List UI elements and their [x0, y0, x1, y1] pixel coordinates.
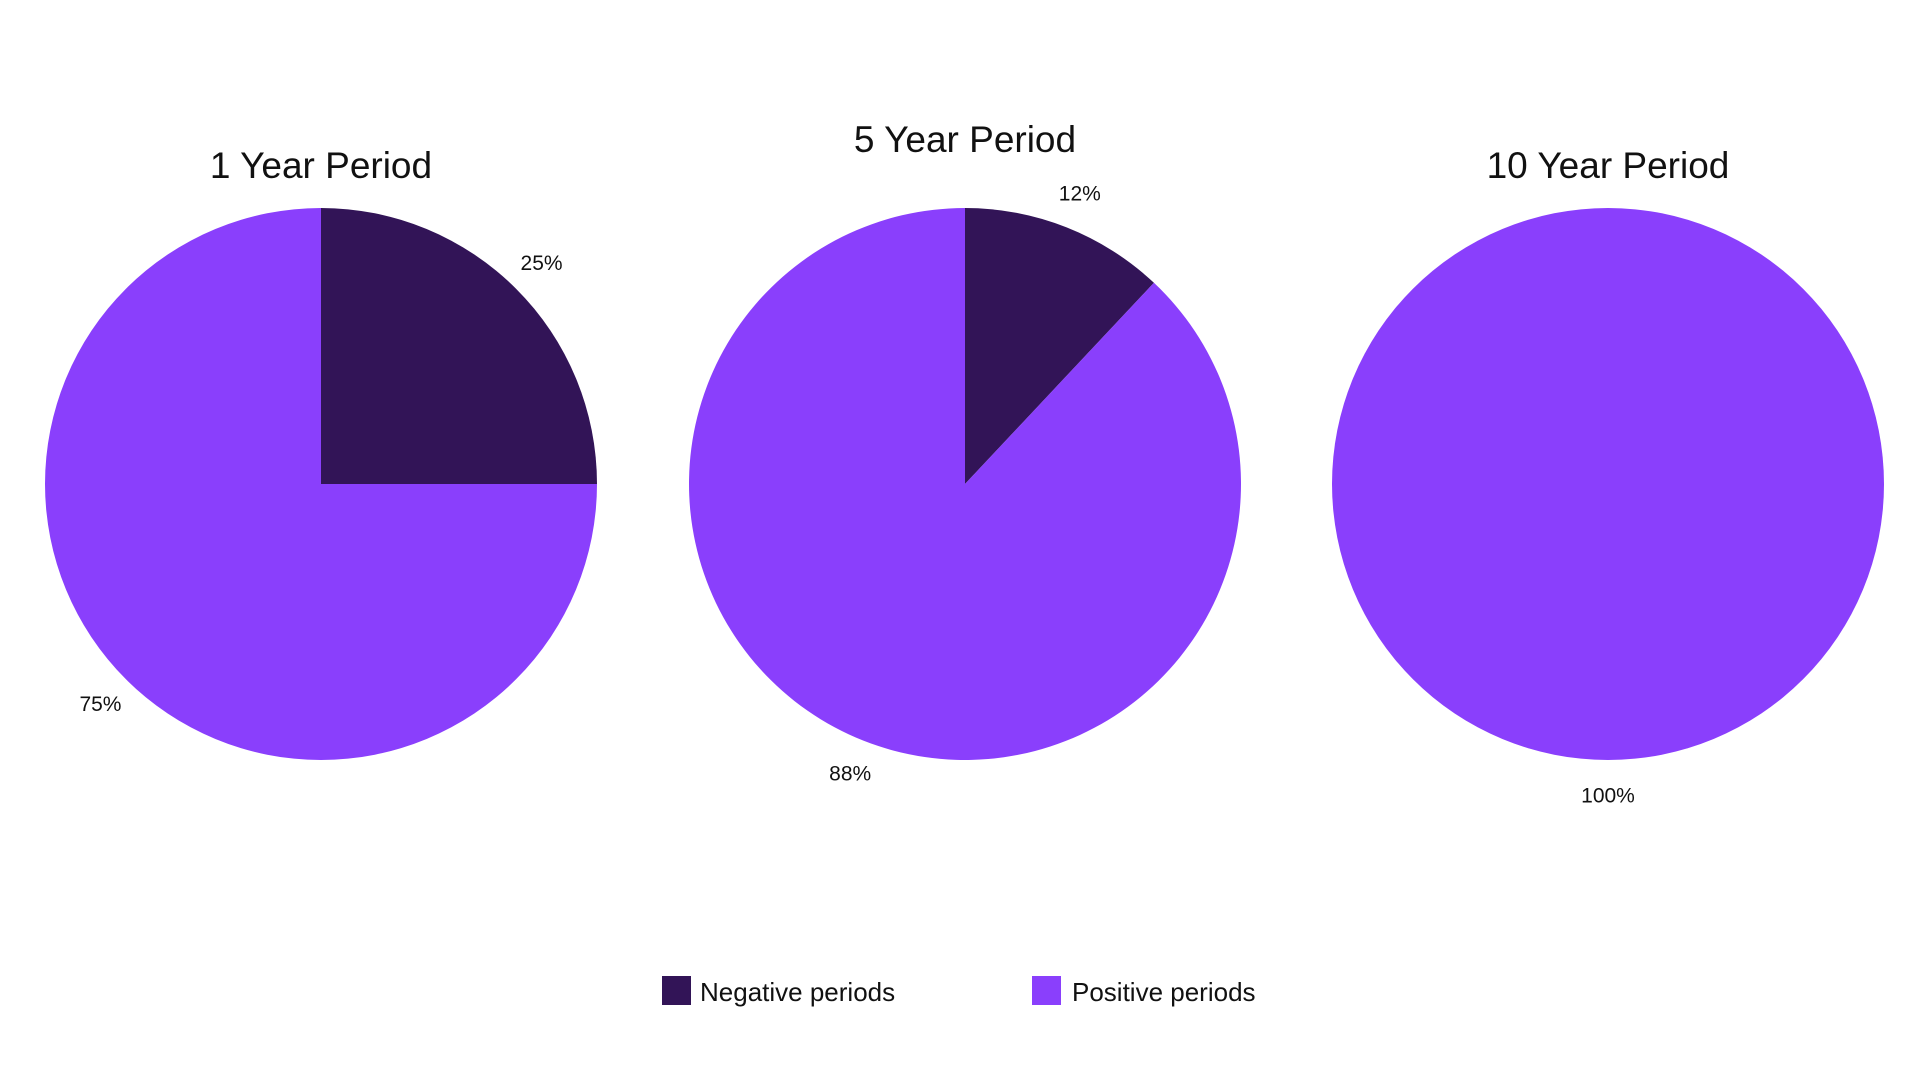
legend: Negative periods Positive periods [662, 976, 1256, 1007]
pie-slice-negative-periods [321, 208, 597, 484]
pie-slice-positive-periods [689, 208, 1241, 761]
pie-slice-negative-periods [965, 208, 1154, 484]
legend-label-negative: Negative periods [700, 977, 895, 1007]
legend-label-positive: Positive periods [1072, 977, 1256, 1007]
pie-chart-2: 5 Year Period 12% 88% [689, 119, 1241, 785]
pie-slice-positive-periods [1332, 208, 1884, 760]
slice-label-negative-periods: 12% [1059, 183, 1101, 206]
slice-label-negative-periods: 25% [521, 252, 563, 275]
pie-chart-3: 10 Year Period 100% [1332, 145, 1884, 807]
legend-swatch-negative [662, 976, 691, 1005]
pie-title: 5 Year Period [854, 119, 1076, 160]
slice-label-positive-periods: 100% [1581, 784, 1635, 807]
slice-label-positive-periods: 88% [829, 762, 871, 785]
slice-label-positive-periods: 75% [79, 693, 121, 716]
pie-chart-1: 1 Year Period 25% 75% [45, 145, 597, 760]
pie-title: 10 Year Period [1487, 145, 1730, 186]
pies-layer: 1 Year Period 25% 75% 5 Year Period 12% 88% 10… [45, 119, 1884, 807]
pie-title: 1 Year Period [210, 145, 432, 186]
legend-swatch-positive [1032, 976, 1061, 1005]
pie-slice-positive-periods [45, 208, 597, 760]
